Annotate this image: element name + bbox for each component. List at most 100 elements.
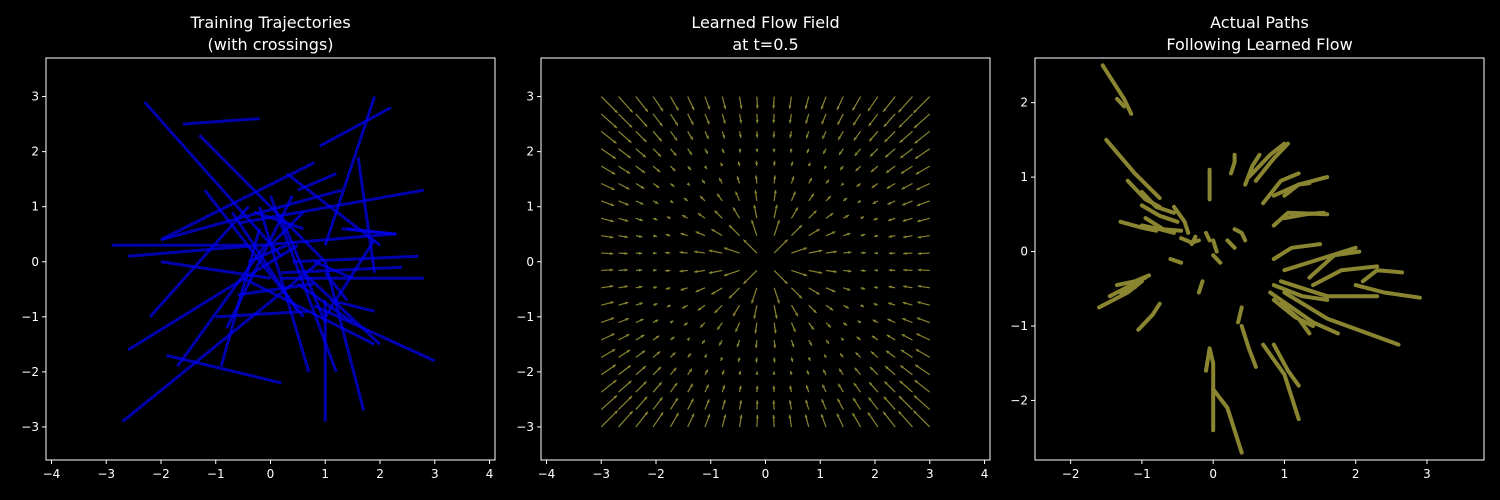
flow-arrow-head [838,136,842,140]
flow-path [1139,203,1180,224]
flow-arrow-head [856,183,860,187]
flow-arrow-head [686,337,690,342]
flow-arrow-head [629,411,633,415]
flow-path [1239,324,1258,369]
flow-arrow-head [862,251,866,255]
flow-arrow-head [720,162,724,167]
flow-arrow-head [852,107,856,111]
flow-arrow-head [755,400,759,404]
flow-arrow-head [654,319,659,323]
flow-arrow-head [902,318,906,321]
flow-arrow-head [687,353,691,357]
flow-arrow-head [833,250,837,254]
flow-arrow [914,130,931,144]
flow-arrow-head [694,250,698,254]
y-tick-label: −2 [516,365,534,379]
flow-arrow-head [627,365,631,369]
flow-arrow-head [610,301,614,305]
flow-arrow-head [755,414,759,419]
flow-arrow-head [788,119,792,124]
flow-arrow-head [854,367,858,372]
flow-arrow-head [821,399,825,403]
flow-arrow-head [772,119,776,124]
flow-arrow [618,395,633,410]
flow-arrow-head [720,357,724,361]
flow-arrow-head [917,235,921,239]
x-tick-label: 2 [871,467,879,481]
trajectory-line [230,211,300,313]
x-tick-label: 1 [1281,467,1289,481]
flow-path [1211,387,1244,455]
flow-path [1211,238,1219,254]
flow-arrow-head [674,122,678,126]
flow-arrow-head [888,251,893,255]
flow-arrow-head [739,119,743,124]
flow-arrow-head [680,232,685,236]
flow-arrow-head [624,301,629,305]
trajectory-line [319,106,392,148]
flow-arrow-head [673,367,677,372]
flow-arrow-head [721,370,725,374]
flow-path [1282,245,1358,273]
x-tick-label: 3 [1423,467,1431,481]
flow-arrow-head [917,268,921,272]
flow-arrow-head [805,134,809,139]
flow-arrow-head [841,337,845,342]
flow-arrow-head [611,187,615,190]
flow-arrow-head [823,369,827,374]
flow-arrow-head [624,235,628,239]
flow-arrow-head [772,148,776,153]
flow-arrow [913,394,931,411]
chart-title-line1: Learned Flow Field [691,13,839,32]
flow-arrow-head [772,105,776,109]
flow-arrow-head [790,161,794,165]
flow-arrow-head [898,124,903,128]
flow-arrow-head [772,371,776,375]
flow-arrow-head [816,229,820,233]
flow-path [1115,96,1127,109]
flow-arrow-head [884,138,888,143]
trajectory-line [242,276,376,346]
flow-arrow-head [852,412,856,417]
flow-arrow-head [803,273,808,277]
flow-arrow-head [754,330,758,334]
flow-arrow-head [870,168,875,173]
flow-arrow-head [857,320,862,324]
flow-arrow-head [610,203,615,206]
trajectory-line [248,243,288,264]
flow-arrow-head [868,122,872,127]
flow-arrow-head [816,291,820,295]
flow-arrow-head [805,120,809,124]
flow-arrow-head [737,358,741,363]
y-tick-label: −3 [516,420,534,434]
flow-arrow-head [735,191,739,196]
flow-arrow [600,113,618,129]
trajectory-line [323,261,366,411]
flow-path [1253,141,1290,183]
flow-arrow-head [789,385,793,389]
flow-arrow-head [679,269,683,273]
flow-path [1168,257,1184,265]
flow-arrow-head [884,381,888,385]
flow-arrow-head [723,414,727,418]
y-tick-label: 3 [31,90,39,104]
trajectory-line [128,232,392,258]
flow-arrow-head [658,382,662,386]
flow-arrow-head [900,365,904,369]
flow-arrow-head [805,399,809,404]
flow-path [1211,253,1223,265]
flow-arrow-head [644,411,648,416]
flow-arrow-head [853,137,857,141]
flow-arrow-head [719,342,723,346]
flow-arrow-head [695,231,700,235]
flow-arrow-head [743,239,747,243]
flow-arrow-head [818,249,823,253]
flow-arrow-head [810,193,814,198]
flow-arrow-head [722,385,726,389]
flow-path [1271,297,1315,328]
flow-arrow-head [657,366,661,371]
flow-arrow-head [624,268,628,272]
flow-arrow-head [702,179,706,184]
flow-arrow-head [695,289,700,293]
flow-arrow-head [869,382,873,386]
